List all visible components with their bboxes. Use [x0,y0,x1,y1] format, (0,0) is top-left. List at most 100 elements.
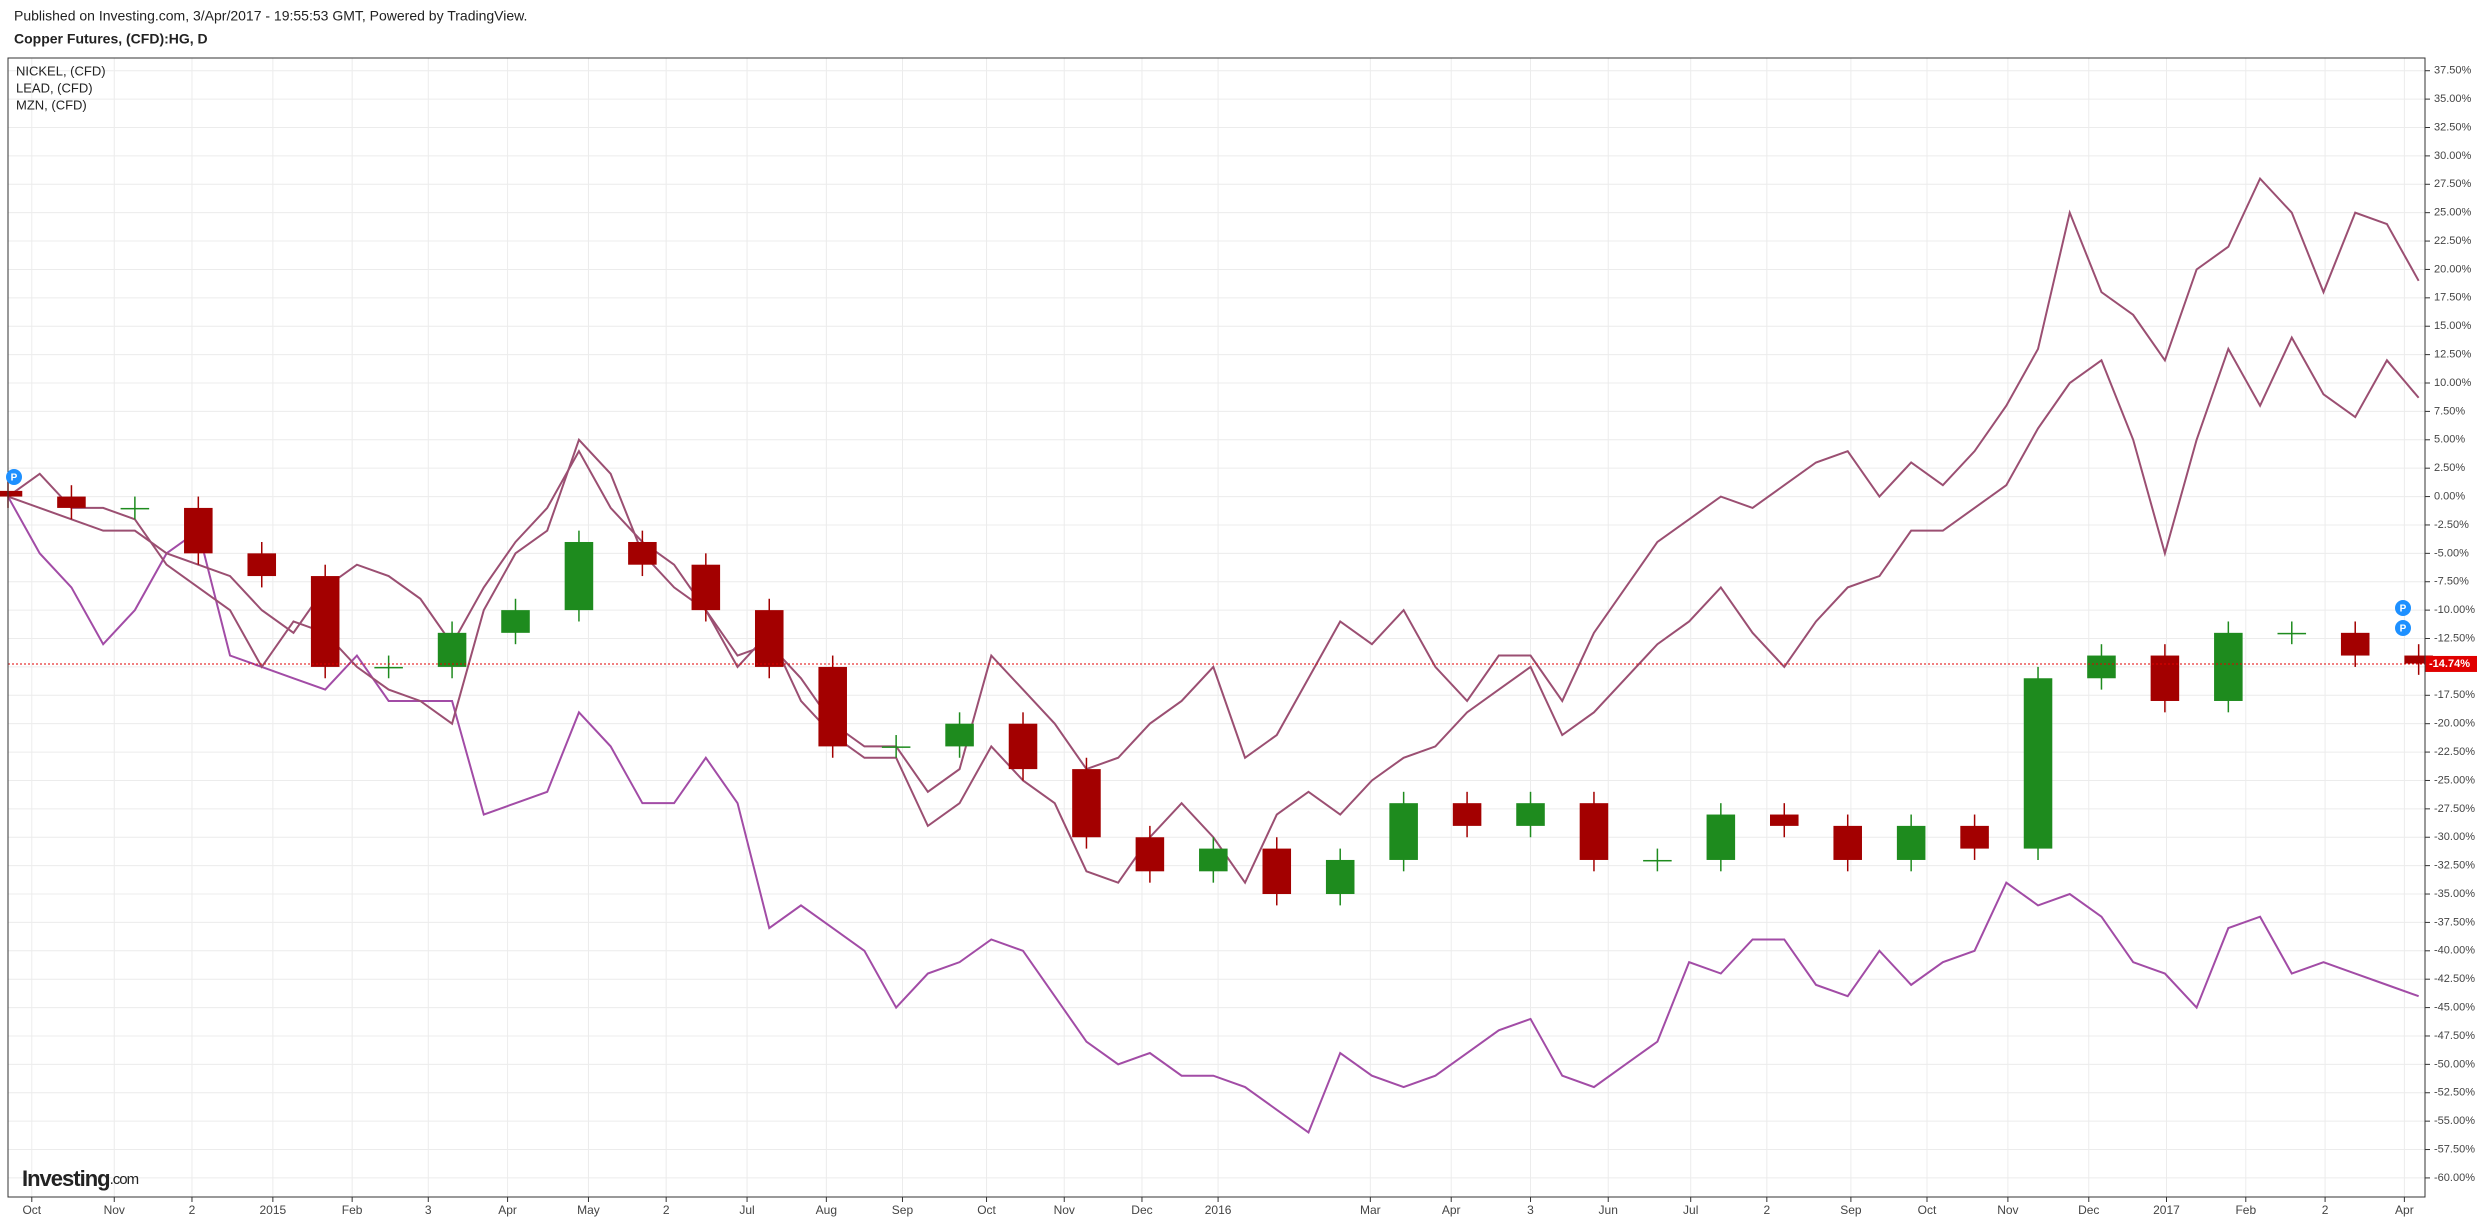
marker-p-label: P [2400,624,2407,635]
logo-suffix: .com [110,1171,139,1188]
y-tick-label: 27.50% [2434,178,2472,190]
y-tick-label: -52.50% [2434,1087,2475,1099]
candle-body [564,541,594,611]
y-tick-label: 17.50% [2434,292,2472,304]
y-tick-label: -5.00% [2434,547,2469,559]
y-tick-label: -60.00% [2434,1172,2475,1184]
x-tick-label: Oct [22,1203,41,1217]
x-tick-label: Sep [892,1203,914,1217]
candle-body [2340,632,2370,656]
y-tick-label: -32.50% [2434,860,2475,872]
y-tick-label: 5.00% [2434,434,2465,446]
candle-body [247,553,277,577]
candle-body [184,507,213,554]
candle-body [2404,655,2433,664]
legend-entry: MZN, (CFD) [16,97,87,112]
y-tick-label: -12.50% [2434,632,2475,644]
candle-body [754,610,784,667]
x-tick-label: Feb [2235,1203,2256,1217]
candle-body [1199,848,1228,872]
candle-body [501,610,530,633]
logo: Investing.com [22,1166,139,1191]
y-tick-label: 15.00% [2434,320,2472,332]
series-line [7,176,2420,794]
candle-body [1262,848,1292,895]
candle-body [2150,655,2180,701]
y-tick-label: 12.50% [2434,349,2472,361]
x-tick-label: 3 [1527,1203,1534,1217]
last-price-label: -14.74% [2429,658,2470,670]
legend-entry: NICKEL, (CFD) [16,63,106,78]
x-tick-label: 2 [663,1203,670,1217]
y-tick-label: -30.00% [2434,831,2475,843]
candle-body [1579,803,1609,860]
y-tick-label: 32.50% [2434,121,2472,133]
y-tick-label: -35.00% [2434,888,2475,900]
y-tick-label: -42.50% [2434,973,2475,985]
x-tick-label: Dec [2078,1203,2099,1217]
marker-p [2395,620,2411,636]
legend-entry: LEAD, (CFD) [16,80,93,95]
y-tick-label: 22.50% [2434,235,2472,247]
marker-p-label: P [2400,604,2407,615]
y-tick-label: -37.50% [2434,916,2475,928]
marker-p [6,469,22,485]
y-tick-label: -50.00% [2434,1058,2475,1070]
candle-body [945,723,974,747]
x-tick-label: Oct [1918,1203,1937,1217]
candle-body [0,490,23,497]
y-tick-label: -22.50% [2434,746,2475,758]
candle-body [2277,632,2307,635]
plot-frame [7,57,2426,1198]
candle-body [2214,632,2243,701]
candle-body [881,746,911,748]
candle-body [57,496,86,508]
x-tick-label: Mar [1360,1203,1381,1217]
candle-body [1896,825,1926,860]
x-tick-label: 2 [189,1203,196,1217]
published-note: Published on Investing.com, 3/Apr/2017 -… [14,8,527,24]
y-tick-label: 37.50% [2434,65,2472,77]
y-tick-label: 10.00% [2434,377,2472,389]
candle-body [1960,825,1989,849]
candle-body [310,576,340,667]
candle-body [1008,723,1038,770]
y-tick-label: -27.50% [2434,803,2475,815]
y-tick-label: -2.50% [2434,519,2469,531]
candle-body [1072,769,1101,838]
candle-body [1389,803,1418,860]
x-tick-label: Apr [2395,1203,2414,1217]
y-tick-label: -20.00% [2434,718,2475,730]
candle-body [628,541,657,565]
x-tick-label: May [577,1203,600,1217]
logo-brand: Investing [22,1166,110,1191]
y-tick-label: -10.00% [2434,604,2475,616]
symbol-title: Copper Futures, (CFD):HG, D [14,31,208,47]
x-tick-label: 3 [425,1203,432,1217]
x-tick-label: Apr [1442,1203,1461,1217]
legend: NICKEL, (CFD) LEAD, (CFD) MZN, (CFD) [16,63,106,112]
y-tick-label: -40.00% [2434,945,2475,957]
candle-body [1706,814,1736,860]
marker-p [2395,600,2411,616]
candle-body [818,666,847,747]
y-tick-label: -7.50% [2434,576,2469,588]
y-tick-label: -17.50% [2434,689,2475,701]
last-price-box [2425,655,2477,672]
candle-body [1452,803,1482,826]
grid: 37.50%35.00%32.50%30.00%27.50%25.00%22.5… [8,58,2475,1217]
candle-body [1643,859,1672,862]
x-tick-label: Nov [1997,1203,2018,1217]
y-tick-label: 7.50% [2434,405,2465,417]
candle-body [1833,825,1862,860]
plot: -14.74% [0,176,2477,1135]
x-tick-label: Nov [1054,1203,1075,1217]
y-tick-label: 25.00% [2434,207,2472,219]
series-line [7,496,2419,1135]
candle-body [374,666,403,669]
y-tick-label: 2.50% [2434,462,2465,474]
x-tick-label: Apr [498,1203,517,1217]
y-tick-label: 20.00% [2434,263,2472,275]
x-tick-label: 2015 [260,1203,287,1217]
